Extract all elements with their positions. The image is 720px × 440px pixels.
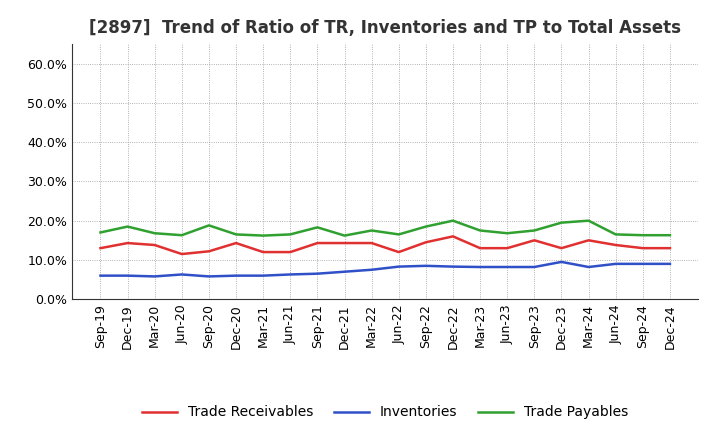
Trade Payables bbox=[150, 231, 159, 236]
Trade Payables bbox=[123, 224, 132, 229]
Trade Payables bbox=[530, 228, 539, 233]
Trade Receivables bbox=[421, 240, 430, 245]
Inventories bbox=[395, 264, 403, 269]
Trade Receivables bbox=[341, 240, 349, 246]
Trade Payables bbox=[639, 233, 647, 238]
Trade Receivables bbox=[96, 246, 105, 251]
Trade Receivables bbox=[503, 246, 511, 251]
Trade Payables bbox=[665, 233, 674, 238]
Inventories bbox=[530, 264, 539, 270]
Trade Receivables bbox=[557, 246, 566, 251]
Trade Receivables bbox=[313, 240, 322, 246]
Inventories bbox=[503, 264, 511, 270]
Inventories bbox=[204, 274, 213, 279]
Trade Receivables bbox=[530, 238, 539, 243]
Trade Payables bbox=[476, 228, 485, 233]
Trade Payables bbox=[232, 232, 240, 237]
Trade Payables bbox=[395, 232, 403, 237]
Trade Payables bbox=[611, 232, 620, 237]
Trade Receivables bbox=[204, 249, 213, 254]
Trade Receivables bbox=[639, 246, 647, 251]
Title: [2897]  Trend of Ratio of TR, Inventories and TP to Total Assets: [2897] Trend of Ratio of TR, Inventories… bbox=[89, 19, 681, 37]
Trade Payables bbox=[286, 232, 294, 237]
Inventories bbox=[96, 273, 105, 278]
Inventories bbox=[178, 272, 186, 277]
Line: Inventories: Inventories bbox=[101, 262, 670, 276]
Trade Receivables bbox=[259, 249, 268, 255]
Inventories bbox=[313, 271, 322, 276]
Trade Payables bbox=[421, 224, 430, 229]
Trade Payables bbox=[584, 218, 593, 224]
Inventories bbox=[286, 272, 294, 277]
Inventories bbox=[341, 269, 349, 275]
Trade Payables bbox=[341, 233, 349, 238]
Trade Receivables bbox=[665, 246, 674, 251]
Inventories bbox=[367, 267, 376, 272]
Trade Payables bbox=[367, 228, 376, 233]
Trade Payables bbox=[259, 233, 268, 238]
Trade Payables bbox=[96, 230, 105, 235]
Trade Receivables bbox=[150, 242, 159, 248]
Trade Receivables bbox=[449, 234, 457, 239]
Inventories bbox=[150, 274, 159, 279]
Trade Payables bbox=[178, 233, 186, 238]
Trade Receivables bbox=[584, 238, 593, 243]
Inventories bbox=[557, 259, 566, 264]
Trade Receivables bbox=[286, 249, 294, 255]
Trade Receivables bbox=[611, 242, 620, 248]
Trade Receivables bbox=[395, 249, 403, 255]
Trade Receivables bbox=[123, 240, 132, 246]
Inventories bbox=[665, 261, 674, 267]
Trade Receivables bbox=[476, 246, 485, 251]
Inventories bbox=[476, 264, 485, 270]
Inventories bbox=[584, 264, 593, 270]
Trade Payables bbox=[557, 220, 566, 225]
Inventories bbox=[259, 273, 268, 278]
Inventories bbox=[232, 273, 240, 278]
Legend: Trade Receivables, Inventories, Trade Payables: Trade Receivables, Inventories, Trade Pa… bbox=[137, 400, 634, 425]
Trade Payables bbox=[204, 223, 213, 228]
Inventories bbox=[421, 263, 430, 268]
Trade Payables bbox=[313, 225, 322, 230]
Inventories bbox=[123, 273, 132, 278]
Line: Trade Payables: Trade Payables bbox=[101, 221, 670, 235]
Trade Payables bbox=[449, 218, 457, 224]
Inventories bbox=[449, 264, 457, 269]
Trade Receivables bbox=[232, 240, 240, 246]
Inventories bbox=[611, 261, 620, 267]
Trade Receivables bbox=[367, 240, 376, 246]
Line: Trade Receivables: Trade Receivables bbox=[101, 236, 670, 254]
Trade Receivables bbox=[178, 251, 186, 257]
Trade Payables bbox=[503, 231, 511, 236]
Inventories bbox=[639, 261, 647, 267]
